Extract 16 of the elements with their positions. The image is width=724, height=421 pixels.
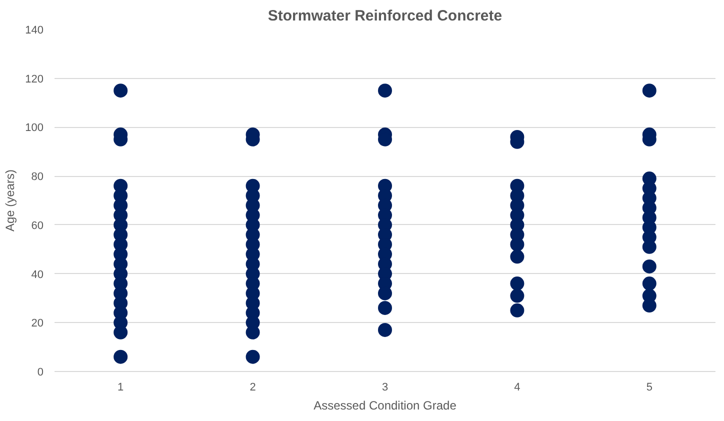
y-tick-label: 120 bbox=[25, 73, 44, 86]
x-tick-label: 2 bbox=[250, 382, 256, 394]
chart-title: Stormwater Reinforced Concrete bbox=[268, 8, 502, 24]
y-tick-label: 100 bbox=[25, 122, 44, 134]
y-tick-label: 140 bbox=[25, 24, 44, 36]
x-tick-label: 4 bbox=[514, 382, 520, 394]
y-tick-label: 60 bbox=[31, 220, 44, 232]
y-tick-label: 80 bbox=[31, 171, 44, 184]
y-tick-label: 20 bbox=[31, 318, 44, 330]
x-tick-label: 3 bbox=[382, 382, 388, 394]
y-tick-label: 40 bbox=[31, 268, 44, 281]
x-axis-title: Assessed Condition Grade bbox=[314, 398, 457, 412]
y-tick-label: 0 bbox=[37, 366, 44, 378]
y-axis-title: Age (years) bbox=[3, 169, 18, 232]
x-tick-label: 1 bbox=[118, 382, 124, 394]
x-tick-label: 5 bbox=[646, 382, 652, 394]
